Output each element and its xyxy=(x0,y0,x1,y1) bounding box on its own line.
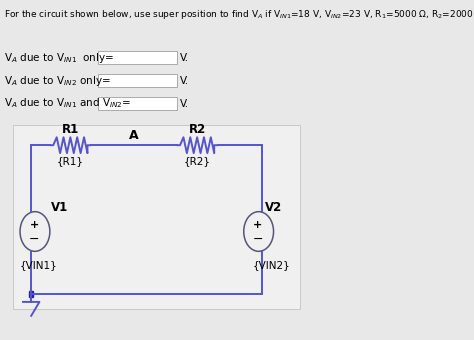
Bar xyxy=(13,125,300,309)
Text: V1: V1 xyxy=(51,201,69,214)
Text: For the circuit shown below, use super position to find V$_A$ if V$_{IN1}$=18 V,: For the circuit shown below, use super p… xyxy=(4,8,474,21)
Bar xyxy=(29,291,34,297)
Bar xyxy=(98,97,177,110)
Text: R2: R2 xyxy=(189,123,206,136)
Text: V2: V2 xyxy=(264,201,282,214)
Text: {R2}: {R2} xyxy=(183,156,210,166)
Text: V.: V. xyxy=(180,76,189,86)
Text: V.: V. xyxy=(180,99,189,108)
Text: V.: V. xyxy=(180,53,189,63)
Text: −: − xyxy=(253,233,263,246)
Text: +: + xyxy=(253,220,263,230)
Text: {R1}: {R1} xyxy=(57,156,84,166)
Text: {VIN1}: {VIN1} xyxy=(20,260,57,270)
Text: V$_A$ due to V$_{IN1}$  only=: V$_A$ due to V$_{IN1}$ only= xyxy=(4,51,115,65)
Text: V$_A$ due to V$_{IN2}$ only=: V$_A$ due to V$_{IN2}$ only= xyxy=(4,74,111,88)
Bar xyxy=(98,74,177,87)
Text: −: − xyxy=(29,233,39,246)
Text: +: + xyxy=(29,220,39,230)
Text: {VIN2}: {VIN2} xyxy=(253,260,291,270)
Text: V$_A$ due to V$_{IN1}$ and V$_{IN2}$=: V$_A$ due to V$_{IN1}$ and V$_{IN2}$= xyxy=(4,97,132,110)
Text: A: A xyxy=(128,129,138,142)
Bar xyxy=(98,51,177,64)
Text: R1: R1 xyxy=(62,123,79,136)
